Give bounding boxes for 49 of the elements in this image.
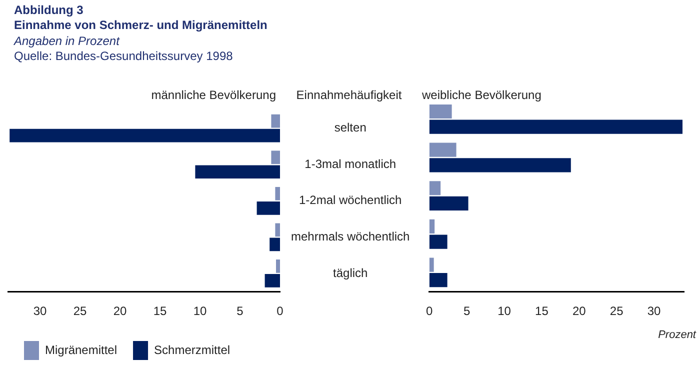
bar	[429, 120, 682, 134]
bar	[429, 142, 456, 157]
x-tick-label: 20	[113, 304, 127, 318]
chart-title: weibliche Bevölkerung	[422, 88, 542, 102]
x-tick-label: 0	[426, 304, 433, 318]
bar	[429, 196, 468, 211]
source-note: Quelle: Bundes-Gesundheitssurvey 1998	[14, 49, 233, 63]
bar	[275, 223, 280, 237]
bar	[10, 128, 280, 142]
y-tick-label: 1-2mal wöchentlich	[298, 193, 402, 208]
x-tick-label: 0	[276, 304, 284, 318]
x-tick-label: 15	[153, 304, 167, 318]
bar	[429, 219, 435, 234]
bar	[276, 260, 280, 273]
y-tick-label: 1-3mal monatlich	[304, 156, 396, 171]
bar	[264, 274, 280, 288]
x-tick-label: 25	[73, 304, 87, 318]
x-tick-label: 10	[193, 304, 207, 318]
bar	[429, 234, 448, 249]
chart-subtitle: Angaben in Prozent	[14, 34, 120, 48]
text: Abbildung 3	[14, 3, 84, 17]
y-tick-label: selten	[334, 120, 366, 135]
y-axis-title: Einnahmehäufigkeit	[295, 88, 403, 102]
x-tick-label: 5	[463, 304, 470, 318]
bar	[429, 158, 571, 172]
bar	[271, 114, 280, 128]
x-tick-label: 20	[572, 304, 586, 318]
bar	[270, 238, 280, 252]
y-tick-label: täglich	[333, 266, 368, 280]
x-tick-label: 15	[535, 304, 549, 318]
bar	[429, 258, 434, 272]
bar	[275, 186, 280, 200]
text: männliche Bevölkerung	[151, 88, 276, 102]
x-tick-label: 30	[33, 304, 47, 318]
bar	[429, 181, 441, 196]
bar	[429, 273, 448, 288]
bar	[195, 165, 280, 179]
y-tick-label: mehrmals wöchentlich	[290, 229, 410, 244]
bar	[429, 104, 452, 119]
x-axis-title: Prozent	[658, 329, 696, 341]
legend-label: Migränemittel	[45, 342, 118, 357]
x-tick-label: 10	[498, 304, 512, 318]
x-tick-label: 5	[236, 304, 244, 318]
x-tick-label: 25	[610, 304, 624, 318]
bar	[271, 150, 280, 164]
x-tick-label: 30	[647, 304, 662, 318]
chart-title: Einnahme von Schmerz- und Migränemitteln	[14, 18, 268, 32]
bar	[256, 201, 280, 215]
legend-label: Schmerzmittel	[154, 342, 230, 357]
